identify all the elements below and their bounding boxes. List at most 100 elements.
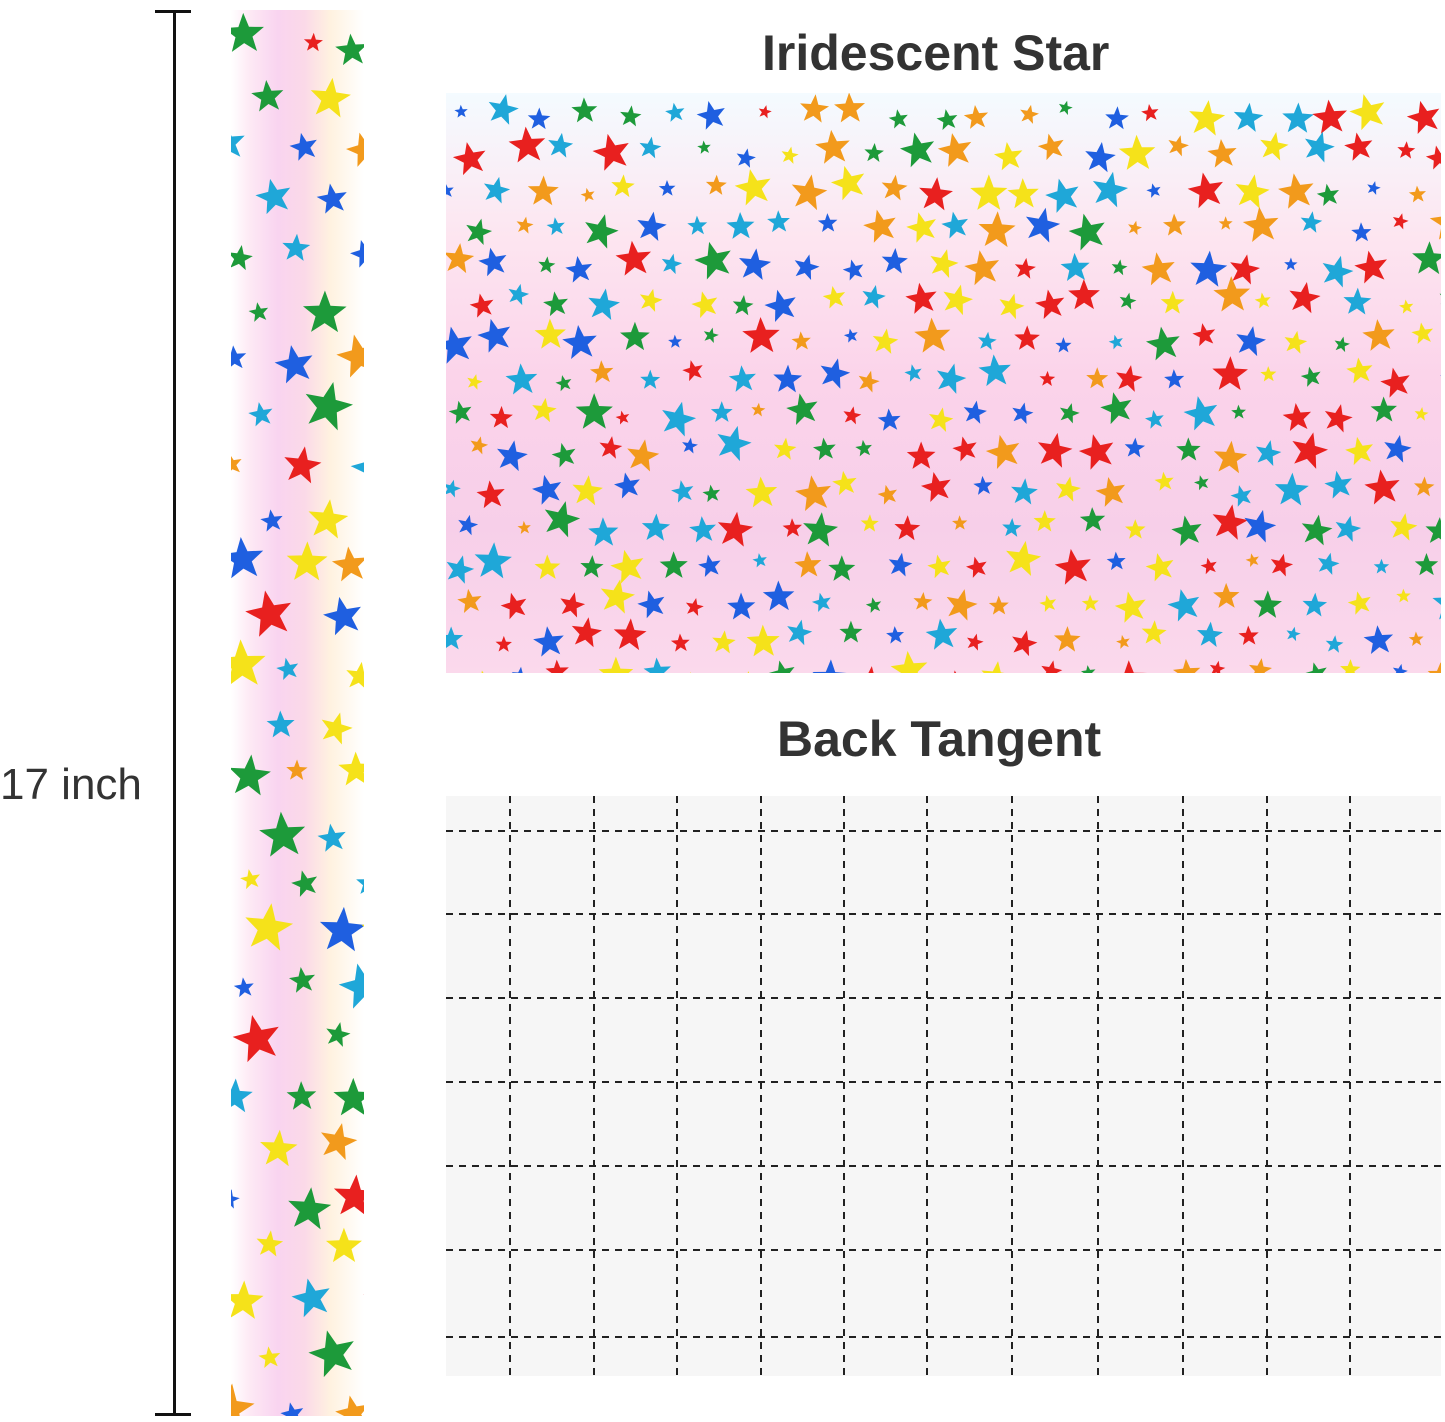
star-icon <box>361 909 364 949</box>
star-icon <box>231 754 271 796</box>
star-icon <box>966 556 987 578</box>
star-icon <box>858 370 880 393</box>
star-icon <box>1213 276 1251 312</box>
star-icon <box>489 405 513 429</box>
star-icon <box>1414 476 1435 497</box>
star-icon <box>446 182 454 199</box>
star-icon <box>812 437 836 461</box>
star-icon <box>477 318 511 353</box>
star-icon <box>255 178 291 215</box>
star-icon <box>1193 475 1209 491</box>
star-icon <box>795 475 832 512</box>
star-icon <box>291 1278 330 1318</box>
star-icon <box>1014 325 1040 350</box>
star-icon <box>881 174 908 201</box>
star-icon <box>1396 588 1411 603</box>
star-icon <box>598 656 634 673</box>
star-icon <box>276 657 299 680</box>
star-icon <box>978 331 997 351</box>
star-icon <box>1439 289 1441 307</box>
star-icon <box>659 551 688 579</box>
star-icon <box>1324 470 1352 499</box>
star-icon <box>448 400 472 424</box>
star-icon <box>1278 173 1314 209</box>
star-icon <box>963 400 987 424</box>
star-icon <box>1079 507 1106 532</box>
star-icon <box>546 217 565 236</box>
star-icon <box>817 213 838 232</box>
star-icon <box>1078 434 1114 470</box>
star-icon <box>333 1174 364 1217</box>
star-icon <box>894 515 921 541</box>
star-icon <box>717 425 752 462</box>
star-icon <box>1053 626 1081 652</box>
star-icon <box>1060 252 1090 281</box>
star-icon <box>1392 213 1409 230</box>
star-icon <box>1145 326 1180 361</box>
star-icon <box>1164 369 1185 389</box>
star-icon <box>585 214 619 249</box>
star-icon <box>1349 94 1385 131</box>
star-icon <box>864 142 884 162</box>
star-icon <box>1292 432 1329 469</box>
star-icon <box>787 619 813 646</box>
star-icon <box>762 580 795 611</box>
star-icon <box>1092 171 1129 208</box>
star-icon <box>511 666 529 673</box>
star-icon <box>952 515 968 530</box>
star-icon <box>321 1123 358 1160</box>
star-icon <box>920 471 951 503</box>
star-icon <box>1440 370 1441 391</box>
star-icon <box>1260 132 1289 161</box>
star-icon <box>1245 553 1259 568</box>
star-icon <box>1244 509 1277 543</box>
star-icon <box>303 32 323 52</box>
star-icon <box>1035 289 1065 319</box>
star-icon <box>637 590 665 619</box>
star-icon <box>483 176 511 204</box>
star-icon <box>233 977 254 998</box>
star-icon <box>830 165 865 201</box>
star-icon <box>1300 366 1321 387</box>
star-icon <box>470 436 489 455</box>
star-icon <box>856 666 886 673</box>
star-icon <box>1425 517 1441 544</box>
star-icon <box>1189 100 1226 136</box>
star-icon <box>943 284 974 316</box>
star-icon <box>350 239 364 268</box>
star-icon <box>248 302 269 322</box>
star-icon <box>1213 582 1240 608</box>
star-icon <box>1317 552 1340 575</box>
star-icon <box>1301 514 1333 546</box>
star-icon <box>786 393 818 426</box>
star-icon <box>1125 519 1146 539</box>
star-icon <box>1190 250 1228 287</box>
star-icon <box>800 94 830 123</box>
star-icon <box>282 233 311 261</box>
star-icon <box>533 626 564 657</box>
star-icon <box>1414 552 1439 576</box>
star-icon <box>620 105 642 127</box>
star-icon <box>325 1227 362 1263</box>
star-icon <box>310 77 351 118</box>
star-icon <box>475 670 491 673</box>
star-icon <box>1322 255 1354 288</box>
star-icon <box>689 516 717 543</box>
star-icon <box>1141 252 1175 286</box>
star-icon <box>685 597 704 617</box>
star-icon <box>1304 662 1327 673</box>
star-icon <box>446 479 461 498</box>
star-icon <box>906 441 936 469</box>
star-icon <box>736 148 756 168</box>
star-icon <box>1006 540 1042 576</box>
star-icon <box>839 620 863 643</box>
star-icon <box>928 407 954 432</box>
star-icon <box>881 248 908 274</box>
star-icon <box>985 434 1020 470</box>
star-icon <box>703 327 719 344</box>
star-icon <box>575 393 613 429</box>
star-icon <box>555 375 572 392</box>
star-icon <box>1119 292 1137 310</box>
star-icon <box>751 402 766 417</box>
star-icon <box>488 94 519 125</box>
